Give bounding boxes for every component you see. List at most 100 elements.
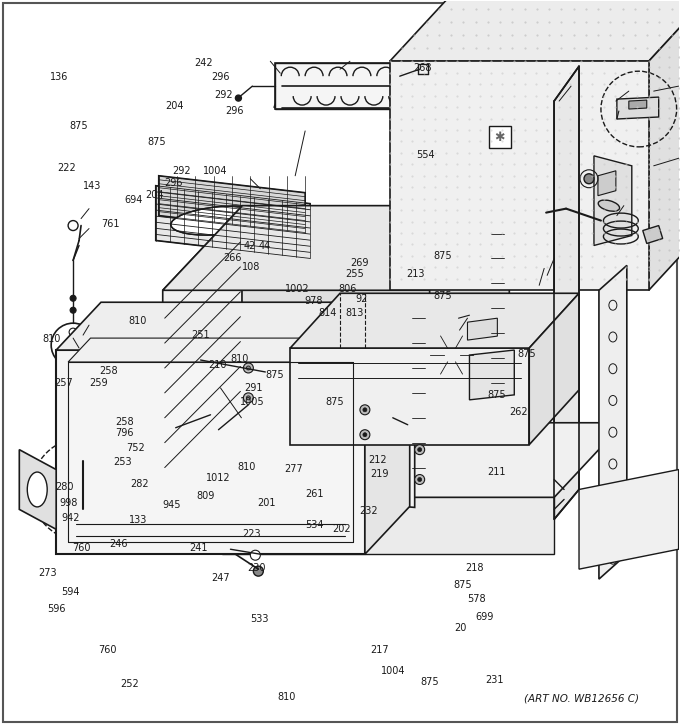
Polygon shape: [390, 0, 680, 61]
Text: 292: 292: [172, 166, 190, 176]
Text: 699: 699: [475, 612, 494, 621]
Circle shape: [241, 411, 256, 425]
Text: 533: 533: [251, 614, 269, 623]
Text: (ART NO. WB12656 C): (ART NO. WB12656 C): [524, 694, 639, 704]
Polygon shape: [469, 350, 514, 400]
Polygon shape: [19, 450, 56, 529]
Circle shape: [243, 393, 254, 403]
Polygon shape: [594, 156, 632, 246]
Ellipse shape: [598, 200, 619, 211]
Circle shape: [417, 320, 486, 390]
Text: 578: 578: [467, 594, 486, 605]
Polygon shape: [156, 186, 310, 258]
Polygon shape: [617, 97, 659, 119]
Polygon shape: [222, 497, 554, 554]
Text: 810: 810: [129, 315, 147, 326]
Text: 760: 760: [98, 645, 117, 655]
Polygon shape: [365, 302, 410, 554]
Polygon shape: [579, 470, 679, 569]
Polygon shape: [649, 0, 680, 290]
Text: 230: 230: [248, 563, 266, 573]
Text: 136: 136: [50, 72, 69, 83]
Circle shape: [360, 405, 370, 415]
Polygon shape: [242, 206, 509, 444]
Text: 218: 218: [465, 563, 483, 573]
Text: 813: 813: [345, 308, 364, 318]
Text: 814: 814: [318, 308, 337, 318]
Text: 253: 253: [113, 457, 132, 467]
Circle shape: [363, 433, 367, 436]
Text: 806: 806: [339, 284, 357, 294]
Text: 133: 133: [129, 515, 147, 525]
Text: 213: 213: [407, 270, 425, 279]
Text: 875: 875: [517, 349, 536, 359]
Circle shape: [418, 478, 422, 481]
Polygon shape: [390, 61, 649, 290]
Text: 978: 978: [305, 296, 323, 306]
Text: 296: 296: [225, 107, 243, 116]
Text: 296: 296: [211, 72, 230, 83]
Text: 258: 258: [115, 417, 134, 427]
Text: 108: 108: [242, 262, 260, 272]
Text: ✱: ✱: [494, 131, 505, 144]
Polygon shape: [467, 318, 497, 340]
Polygon shape: [554, 66, 579, 519]
Text: 875: 875: [488, 390, 506, 400]
Text: 809: 809: [197, 491, 215, 501]
Text: 143: 143: [83, 181, 101, 191]
Text: 217: 217: [371, 645, 389, 655]
Text: 42: 42: [244, 241, 256, 251]
Text: 554: 554: [416, 149, 435, 160]
Text: 1005: 1005: [240, 397, 265, 407]
Ellipse shape: [171, 206, 270, 235]
Polygon shape: [163, 206, 509, 290]
Text: 1002: 1002: [284, 284, 309, 294]
Polygon shape: [599, 265, 627, 579]
Text: 1012: 1012: [206, 473, 231, 483]
Text: 44: 44: [258, 241, 271, 251]
Polygon shape: [158, 175, 305, 233]
Text: 202: 202: [332, 523, 350, 534]
Circle shape: [69, 460, 97, 489]
Polygon shape: [181, 415, 415, 508]
Text: 296: 296: [164, 178, 182, 188]
Text: 241: 241: [190, 543, 208, 553]
Text: 232: 232: [359, 505, 377, 515]
Text: 875: 875: [433, 251, 452, 261]
Polygon shape: [222, 423, 624, 497]
Text: 261: 261: [305, 489, 323, 499]
Text: 251: 251: [191, 330, 209, 340]
Circle shape: [246, 396, 250, 400]
Polygon shape: [56, 302, 410, 350]
Text: 875: 875: [147, 137, 166, 147]
Ellipse shape: [182, 397, 203, 407]
Text: 810: 810: [231, 354, 249, 364]
Circle shape: [70, 307, 76, 313]
Polygon shape: [598, 171, 616, 196]
Text: 259: 259: [90, 378, 108, 388]
Ellipse shape: [68, 506, 98, 516]
Text: 810: 810: [42, 334, 61, 344]
Circle shape: [69, 328, 77, 336]
Text: 246: 246: [109, 539, 129, 550]
Circle shape: [235, 95, 241, 101]
Text: 262: 262: [509, 407, 528, 417]
Text: 268: 268: [413, 63, 432, 73]
Text: 92: 92: [355, 294, 367, 304]
Text: 945: 945: [163, 500, 181, 510]
Circle shape: [243, 363, 254, 373]
Text: 219: 219: [371, 469, 389, 479]
Polygon shape: [629, 100, 647, 109]
Polygon shape: [56, 350, 365, 554]
Circle shape: [415, 475, 424, 484]
Text: 594: 594: [61, 587, 80, 597]
Text: 252: 252: [120, 679, 139, 689]
Text: 596: 596: [48, 605, 66, 614]
Text: 257: 257: [54, 378, 73, 388]
Circle shape: [246, 366, 250, 370]
Text: 282: 282: [130, 478, 149, 489]
Polygon shape: [529, 294, 579, 444]
Circle shape: [380, 348, 439, 408]
Text: 752: 752: [126, 443, 146, 452]
Text: 761: 761: [101, 219, 120, 229]
